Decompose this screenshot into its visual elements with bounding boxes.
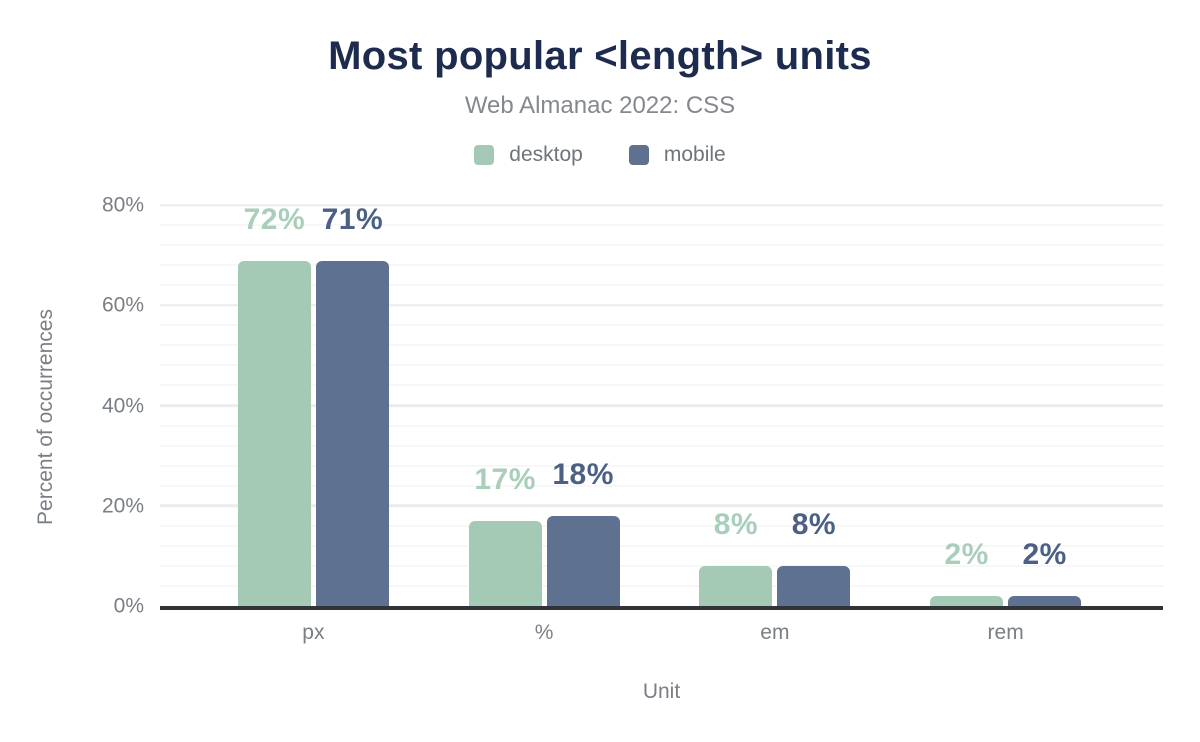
value-label-desktop: 2% [944, 537, 989, 571]
minor-gridline [160, 464, 1163, 467]
value-label-mobile: 2% [1022, 537, 1067, 571]
value-label-mobile: 8% [791, 507, 837, 541]
y-tick-40: 40% [101, 394, 144, 417]
chart-subtitle: Web Almanac 2022: CSS [464, 92, 736, 119]
minor-gridline [160, 264, 1163, 267]
mobile-swatch-icon [628, 145, 649, 165]
minor-gridline [160, 584, 1163, 587]
x-category-em: em [760, 621, 790, 644]
minor-gridline [160, 324, 1163, 327]
x-category-percent: % [534, 621, 554, 644]
major-gridline [160, 504, 1163, 507]
bar-mobile-em [777, 565, 851, 606]
major-gridline [160, 404, 1163, 407]
minor-gridline [160, 364, 1163, 367]
bar-col-mobile: 2% [1008, 205, 1082, 606]
major-gridline [160, 203, 1163, 207]
bar-desktop-em [699, 565, 773, 606]
legend-item-mobile: mobile [628, 143, 726, 167]
bar-desktop-rem [930, 595, 1004, 606]
bar-mobile-rem [1008, 595, 1082, 606]
minor-gridline [160, 564, 1163, 567]
bar-col-desktop: 17% [468, 205, 542, 606]
y-tick-0: 0% [113, 594, 144, 618]
legend-item-desktop: desktop [474, 143, 583, 167]
minor-gridline [160, 424, 1163, 427]
legend-label-desktop: desktop [509, 143, 583, 166]
bar-group-px: 72% 71% px [198, 203, 429, 643]
bar-group-percent: 17% 18% % [429, 205, 660, 643]
bar-desktop-px [237, 261, 311, 606]
minor-gridline [160, 244, 1163, 247]
bar-col-mobile: 8% [777, 205, 851, 606]
legend-label-mobile: mobile [663, 143, 726, 166]
bar-desktop-percent [468, 520, 542, 606]
x-category-rem: rem [987, 621, 1024, 644]
value-label-mobile: 18% [552, 457, 614, 491]
y-tick-20: 20% [101, 494, 144, 518]
minor-gridline [160, 444, 1163, 447]
x-axis-line [160, 606, 1163, 610]
bar-col-mobile: 71% [315, 203, 389, 606]
value-label-desktop: 17% [474, 462, 536, 496]
desktop-swatch-icon [474, 145, 495, 165]
minor-gridline [160, 384, 1163, 387]
minor-gridline [160, 284, 1163, 287]
value-label-mobile: 71% [321, 203, 384, 236]
y-tick-80: 80% [101, 193, 144, 217]
value-label-desktop: 8% [713, 507, 759, 541]
bar-group-em: 8% 8% em [660, 205, 891, 643]
minor-gridline [160, 524, 1163, 527]
minor-gridline [160, 344, 1163, 347]
chart-title: Most popular <length> units [328, 34, 872, 78]
y-tick-60: 60% [101, 293, 144, 317]
bar-mobile-percent [546, 515, 620, 606]
plot-area: 0% 20% 40% 60% 80% 72% 71% px 17% [102, 195, 1163, 643]
value-label-desktop: 72% [243, 203, 306, 236]
minor-gridline [160, 224, 1163, 227]
x-category-px: px [302, 621, 325, 644]
legend: desktop mobile [0, 143, 1200, 167]
bar-col-mobile: 18% [546, 205, 620, 606]
bar-mobile-px [315, 261, 389, 606]
bar-col-desktop: 2% [930, 205, 1004, 606]
major-gridline [160, 304, 1163, 307]
bars-band: 72% 71% px 17% 18% % [198, 203, 1121, 643]
bar-col-desktop: 72% [237, 203, 311, 606]
y-axis-title: Percent of occurrences [34, 309, 57, 525]
minor-gridline [160, 484, 1163, 487]
bar-col-desktop: 8% [699, 205, 773, 606]
bar-group-rem: 2% 2% rem [890, 205, 1121, 643]
minor-gridline [160, 544, 1163, 547]
x-axis-title: Unit [642, 680, 681, 703]
